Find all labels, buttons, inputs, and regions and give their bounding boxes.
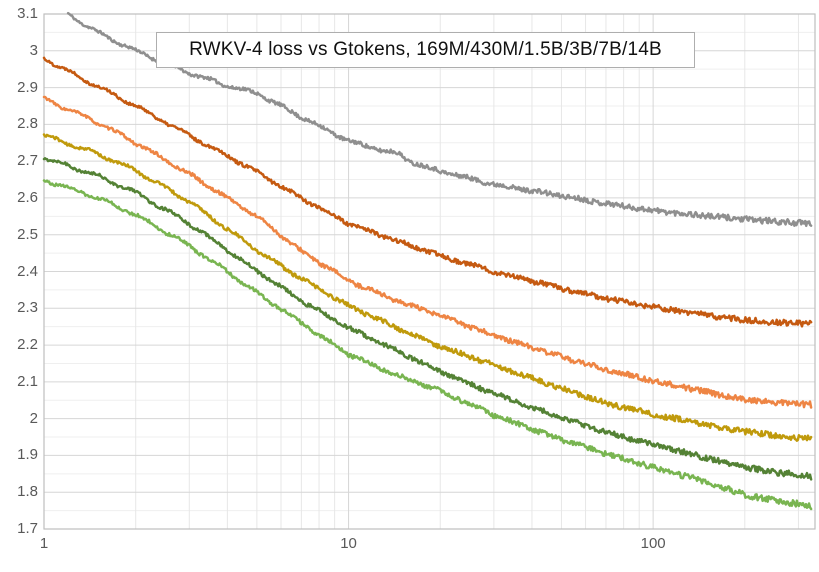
y-axis-tick-label: 2.4: [17, 262, 38, 280]
series-line-7B: [42, 157, 813, 481]
plot-border: [43, 13, 816, 530]
x-axis-tick-label: 10: [340, 535, 357, 552]
y-axis-tick-label: 2.1: [17, 372, 38, 390]
series-line-1.5B: [42, 95, 813, 409]
y-axis-tick-label: 2.5: [17, 225, 38, 243]
y-axis-tick-label: 2.7: [17, 152, 38, 170]
chart-title: RWKV-4 loss vs Gtokens, 169M/430M/1.5B/3…: [189, 39, 662, 60]
series-line-14B: [42, 179, 813, 511]
y-axis-tick-label: 2.2: [17, 336, 38, 354]
y-axis-tick-label: 1.8: [17, 483, 38, 501]
y-axis-tick-label: 2.6: [17, 188, 38, 206]
y-axis-tick-label: 2.8: [17, 115, 38, 133]
y-axis-tick-label: 3.1: [17, 5, 38, 22]
series-line-169M: [66, 11, 813, 228]
chart-title-box: RWKV-4 loss vs Gtokens, 169M/430M/1.5B/3…: [156, 32, 695, 68]
x-axis-tick-label: 1: [39, 535, 49, 552]
y-axis-tick-label: 1.9: [17, 446, 38, 464]
y-axis-tick-label: 2: [29, 409, 38, 427]
y-axis-tick-label: 1.7: [17, 520, 38, 537]
series-line-3B: [42, 133, 813, 442]
y-axis-tick-label: 2.3: [17, 299, 38, 317]
y-axis-tick-label: 2.9: [17, 78, 38, 96]
x-axis-tick-label: 100: [640, 535, 666, 552]
y-axis-tick-label: 3: [29, 41, 38, 59]
series-line-430M: [42, 56, 813, 328]
